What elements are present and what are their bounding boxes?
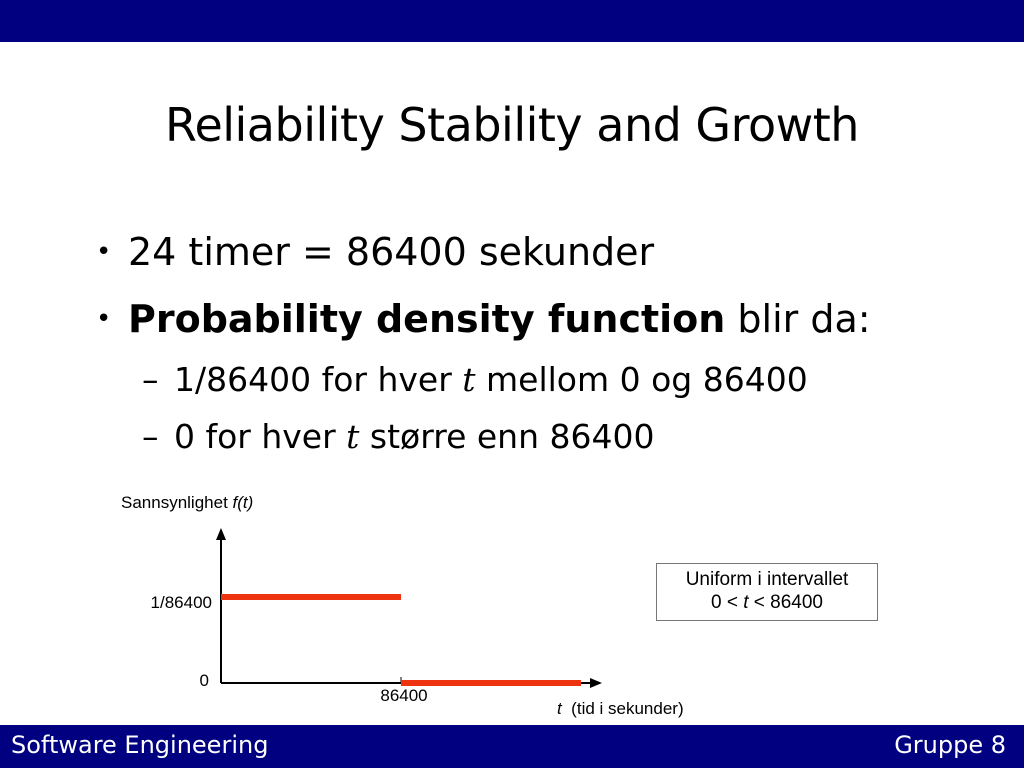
annotation-line: 0 < t < 86400 xyxy=(657,591,877,614)
y-tick-label: 0 xyxy=(200,671,209,690)
annotation-var: t xyxy=(743,592,749,613)
bullet-marker: • xyxy=(96,304,112,334)
x-axis-label: t (tid i sekunder) xyxy=(557,699,684,718)
subbullet-text: 1/86400 for hver t mellom 0 og 86400 xyxy=(174,357,808,403)
bullet-text: 24 timer = 86400 sekunder xyxy=(128,230,655,274)
annotation-line: Uniform i intervallet xyxy=(685,569,849,590)
subbullet-marker: – xyxy=(142,360,159,399)
subbullet-var: t xyxy=(346,417,360,456)
footer-group: Gruppe 8 xyxy=(894,731,1006,759)
y-tick-label: 1/86400 xyxy=(151,593,212,612)
subbullet-var: t xyxy=(462,360,476,399)
subbullet-marker: – xyxy=(142,417,159,456)
subbullet-pre: 1/86400 for hver xyxy=(174,360,463,399)
footer-bar: Software Engineering Gruppe 8 xyxy=(0,725,1024,768)
header-bar xyxy=(0,0,1024,42)
pdf-chart: Sannsynlighet f(t) 1/86400 0 86400 t (ti… xyxy=(121,493,684,718)
subbullet-text: 0 for hver t større enn 86400 xyxy=(174,414,654,460)
series-segments xyxy=(221,594,581,686)
annotation-box: Uniform i intervallet 0 < t < 86400 xyxy=(656,563,878,621)
bullet-bold-text: Probability density function xyxy=(128,297,726,341)
bullet-rest-text: blir da: xyxy=(725,297,871,341)
bullet-text: Probability density function blir da: xyxy=(128,293,871,345)
annotation-post: < 86400 xyxy=(748,592,823,613)
subbullet-post: større enn 86400 xyxy=(359,417,655,456)
footer-course: Software Engineering xyxy=(11,731,269,759)
subbullet-pre: 0 for hver xyxy=(174,417,347,456)
y-axis-label: Sannsynlighet f(t) xyxy=(121,493,253,512)
annotation-pre: 0 < xyxy=(710,592,744,613)
x-tick-label: 86400 xyxy=(380,686,427,705)
slide-title: Reliability Stability and Growth xyxy=(165,98,859,152)
subbullet-post: mellom 0 og 86400 xyxy=(475,360,808,399)
bullet-marker: • xyxy=(96,237,112,267)
